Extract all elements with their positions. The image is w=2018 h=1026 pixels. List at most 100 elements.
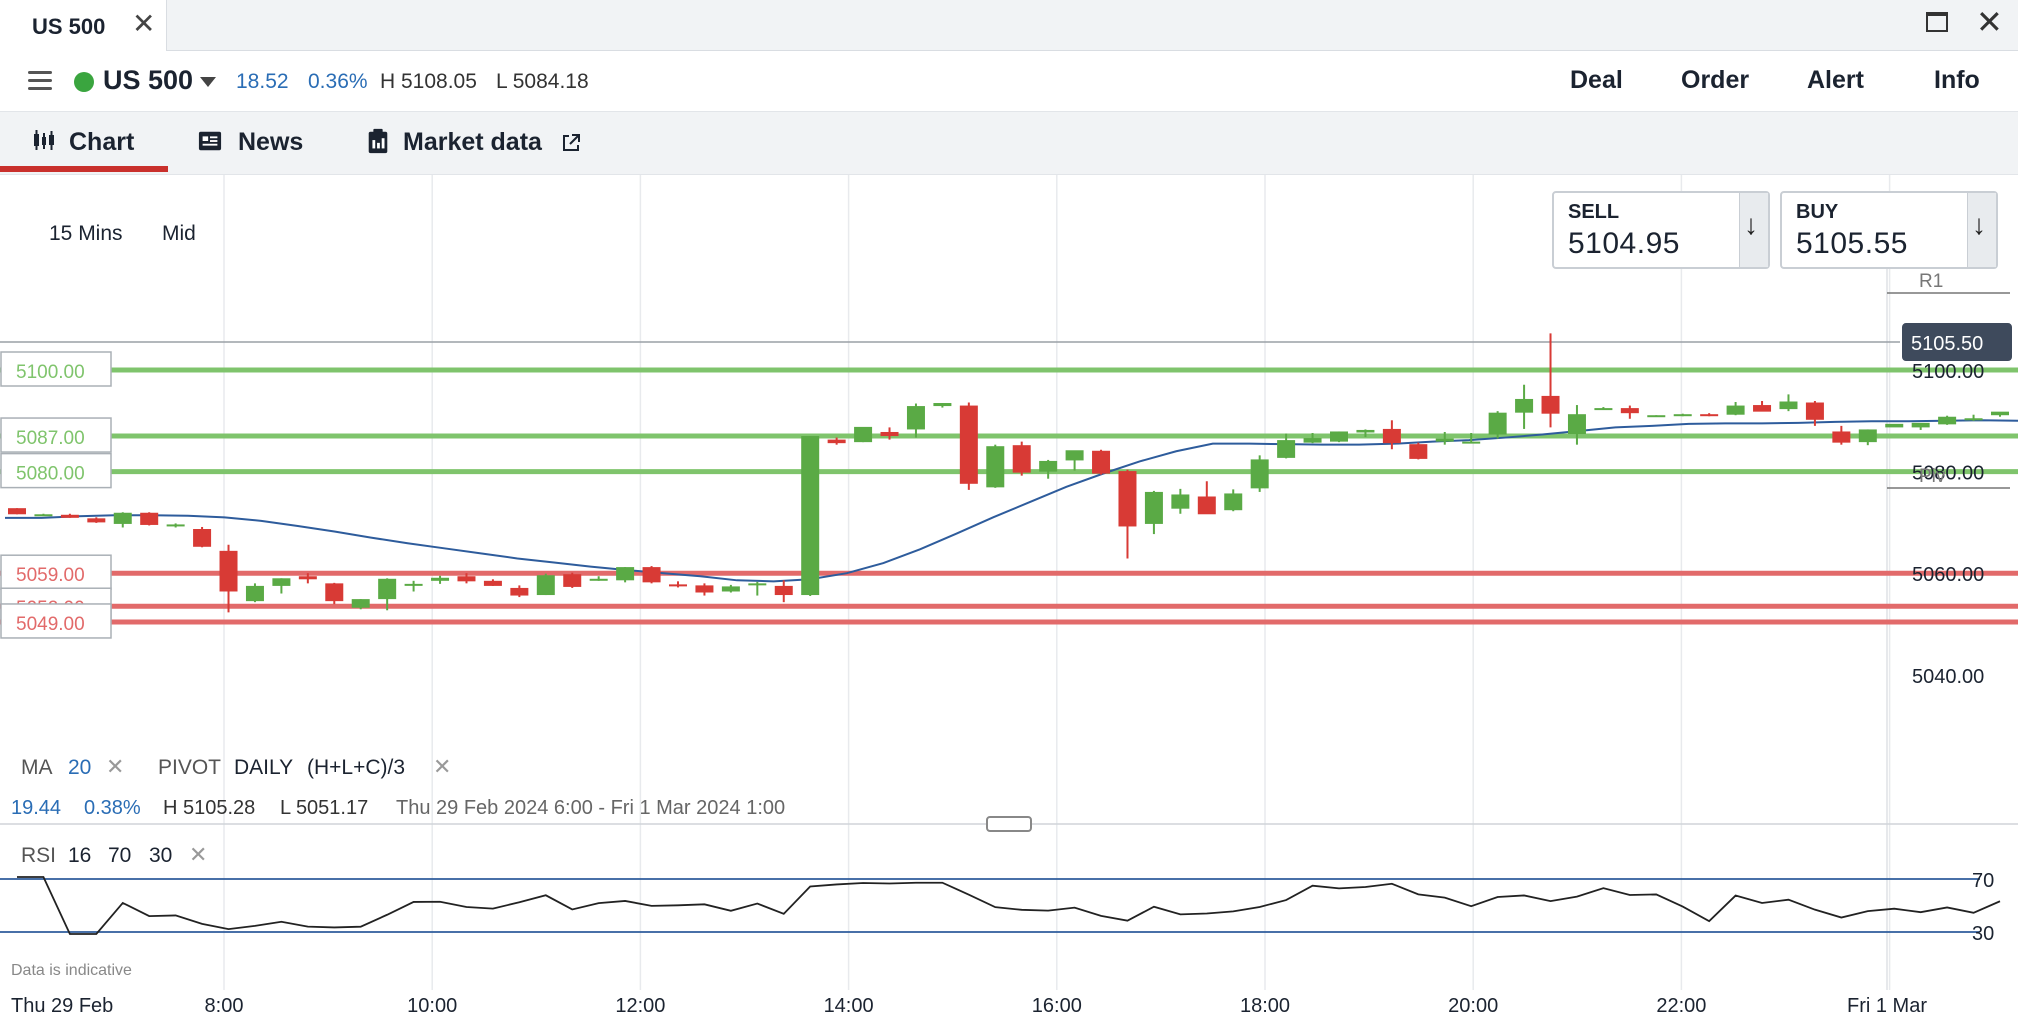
x-axis-label: 10:00 [407, 995, 457, 1017]
candle-body [1409, 444, 1428, 459]
candle-body [60, 514, 79, 518]
ma-period[interactable]: 20 [68, 756, 92, 779]
tab-market-data[interactable]: Market data [360, 112, 600, 174]
candle-body [589, 578, 608, 581]
candle-body [1911, 422, 1930, 428]
arrow-down-icon: ↓ [1744, 209, 1758, 240]
maximize-icon[interactable] [1926, 12, 1948, 32]
chart-area[interactable]: 5100.005087.005080.005059.005052.005049.… [0, 175, 2018, 1026]
rsi-param-1[interactable]: 16 [68, 844, 92, 867]
candle-body [113, 512, 132, 524]
candle-body [483, 580, 502, 586]
order-button[interactable]: Order [1681, 66, 1750, 94]
candle-body [1541, 395, 1560, 414]
window-tab[interactable]: US 500 ✕ [0, 0, 167, 51]
candle-body [1224, 493, 1243, 511]
candle-body [906, 406, 925, 430]
deal-button[interactable]: Deal [1570, 66, 1623, 94]
candle-body [272, 578, 291, 586]
remove-rsi-icon[interactable]: ✕ [189, 842, 208, 867]
pivot-formula[interactable]: (H+L+C)/3 [307, 756, 406, 779]
candle-body [933, 403, 952, 407]
candle-body [1303, 438, 1322, 443]
active-tab-indicator [0, 166, 168, 172]
price-change: 18.52 [236, 70, 289, 93]
clipboard-icon [368, 128, 388, 154]
pivot-label: PIVOT [158, 756, 222, 779]
candle-body [1012, 445, 1031, 473]
level-lines: 5100.005087.005080.005059.005052.005049.… [0, 351, 2018, 639]
close-window-icon[interactable]: ✕ [1976, 4, 2003, 40]
x-axis-label: 20:00 [1448, 995, 1498, 1017]
price-change-percent: 0.36% [308, 70, 368, 93]
moving-average-line [5, 419, 2018, 583]
candle-body [1250, 459, 1269, 489]
x-axis-label: 12:00 [615, 995, 665, 1017]
rsi-param-2[interactable]: 70 [108, 844, 132, 867]
remove-ma-icon[interactable]: ✕ [106, 754, 125, 779]
instrument-name[interactable]: US 500 [103, 65, 194, 95]
candle-body [87, 518, 106, 523]
x-axis-label: 18:00 [1240, 995, 1290, 1017]
candle-body [1488, 412, 1507, 435]
level-tag-label: 5080.00 [16, 464, 85, 485]
candle-body [1092, 450, 1111, 474]
rsi-param-3[interactable]: 30 [149, 844, 173, 867]
window-tab-title: US 500 [32, 14, 106, 39]
candle-body [1858, 429, 1877, 443]
price-chart[interactable]: 5100.005087.005080.005059.005052.005049.… [0, 175, 2018, 1026]
candle-body [1567, 414, 1586, 435]
instrument-header: US 500 18.52 0.36% H 5108.05 L 5084.18 D… [0, 51, 2018, 112]
buy-arrow[interactable]: ↓ [1967, 193, 1996, 267]
news-icon [198, 131, 222, 151]
sell-arrow[interactable]: ↓ [1739, 193, 1768, 267]
candle-body [1197, 496, 1216, 515]
rsi-label: RSI [21, 844, 57, 867]
view-tabs: Chart News Market data [0, 112, 2018, 175]
alert-button[interactable]: Alert [1807, 66, 1864, 94]
pivot-period[interactable]: DAILY [234, 756, 294, 779]
candle-body [325, 583, 344, 602]
tab-news[interactable]: News [190, 112, 320, 174]
pane-resize-handle[interactable] [986, 816, 1032, 832]
candle-body [193, 529, 212, 547]
sell-button[interactable]: SELL 5104.95 ↓ [1552, 191, 1770, 269]
candle-body [827, 439, 846, 444]
info-button[interactable]: Info [1934, 66, 1980, 94]
rsi-upper-label: 70 [1972, 870, 1994, 892]
interval-selector[interactable]: 15 Mins [49, 222, 123, 245]
tab-news-label: News [238, 128, 304, 156]
candle-body [351, 599, 370, 608]
tab-chart[interactable]: Chart [0, 112, 168, 174]
candle-body [721, 586, 740, 592]
level-tag[interactable] [0, 452, 112, 489]
close-tab-icon[interactable]: ✕ [132, 8, 156, 39]
level-tag[interactable] [0, 417, 112, 453]
x-axis-label: Thu 29 Feb [11, 995, 113, 1017]
candle-body [457, 576, 476, 582]
hamburger-menu-icon[interactable] [28, 71, 52, 91]
tab-chart-label: Chart [69, 128, 135, 156]
candle-body [140, 512, 159, 525]
candle-body [1885, 423, 1904, 428]
range-change-percent: 0.38% [84, 797, 141, 819]
candle-body [959, 405, 978, 484]
grid-lines [223, 175, 1891, 990]
x-axis-label: 16:00 [1032, 995, 1082, 1017]
y-axis-ticks: 5100.00 5080.00 5060.00 5040.00 [1912, 361, 1984, 688]
pivot-marker-r1: R1 [1919, 271, 1943, 292]
buy-button[interactable]: BUY 5105.55 ↓ [1780, 191, 1998, 269]
level-tag[interactable] [0, 554, 112, 590]
level-tag[interactable] [0, 351, 112, 387]
candle-body [510, 587, 529, 596]
candlestick-icon [34, 130, 54, 150]
chevron-down-icon[interactable] [200, 77, 216, 87]
price-type-selector[interactable]: Mid [162, 222, 196, 245]
pivot-marker-piv: Piv [1919, 466, 1946, 487]
candle-body [1700, 414, 1719, 417]
current-price-label: 5105.50 [1911, 333, 1983, 355]
candle-body [880, 431, 899, 437]
level-tag[interactable] [0, 603, 112, 639]
disclaimer: Data is indicative [11, 962, 132, 979]
remove-pivot-icon[interactable]: ✕ [433, 754, 452, 779]
